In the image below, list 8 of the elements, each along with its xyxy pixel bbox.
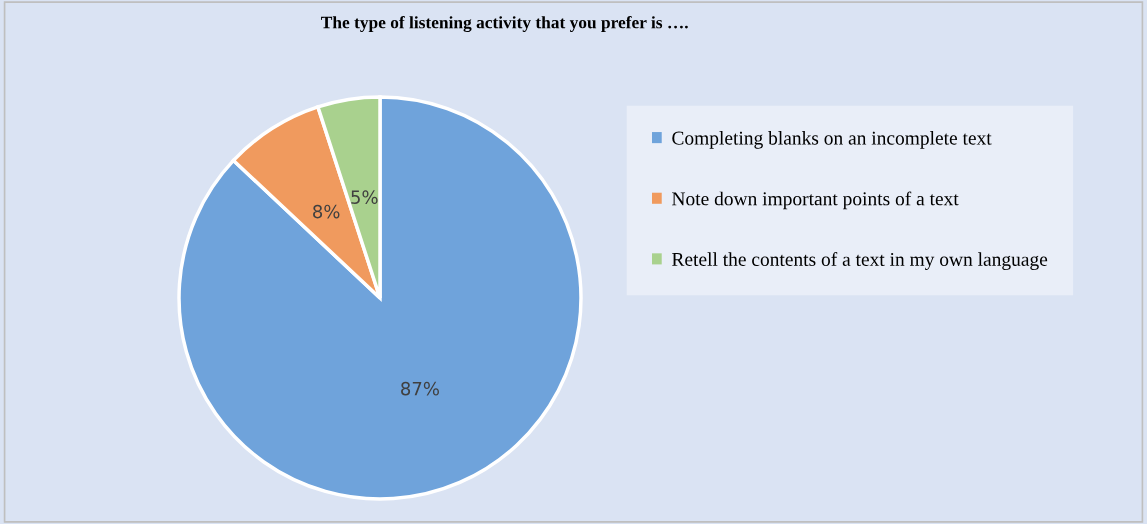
data-label: 5%	[351, 190, 378, 204]
data-label: 8%	[313, 204, 340, 219]
legend-label: Note down important points of a text	[672, 191, 959, 210]
legend-label: Completing blanks on an incomplete text	[672, 131, 992, 149]
data-label: 87%	[401, 381, 439, 396]
pie-slice	[177, 95, 583, 501]
chart-title: The type of listening activity that you prefer is ….	[321, 15, 688, 33]
legend-label: Retell the contents of a text in my own language	[672, 252, 1048, 270]
